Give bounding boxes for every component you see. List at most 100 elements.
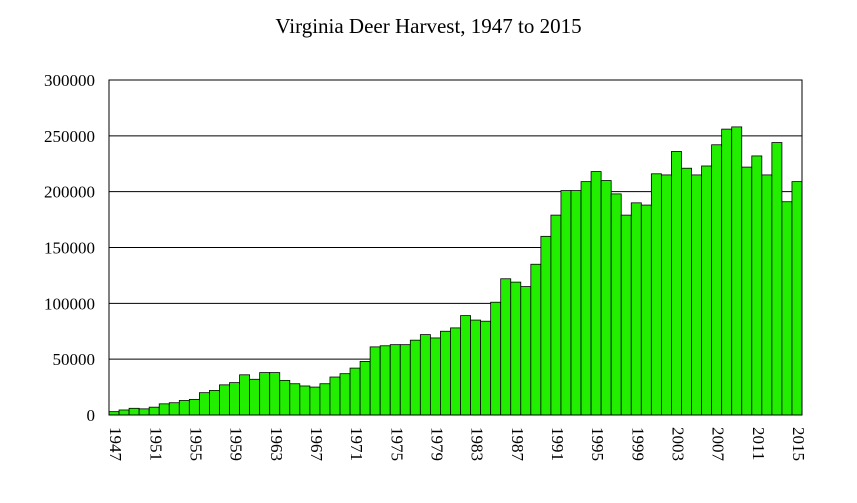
- x-tick-label: 1963: [267, 427, 286, 461]
- bar-1966: [299, 385, 311, 416]
- bar-1971: [349, 367, 361, 416]
- bar-1951: [148, 406, 160, 416]
- chart-title: Virginia Deer Harvest, 1947 to 2015: [275, 14, 582, 38]
- x-tick-label: 2011: [749, 427, 768, 460]
- bar-1953: [168, 402, 180, 416]
- bar-1954: [178, 400, 190, 416]
- x-tick-label: 1971: [347, 427, 366, 461]
- bar-1992: [560, 190, 572, 416]
- x-tick-label: 1979: [428, 427, 447, 461]
- bar-1952: [158, 403, 170, 416]
- bar-1976: [399, 344, 411, 416]
- bar-1948: [118, 409, 130, 416]
- bar-2003: [671, 151, 682, 416]
- bar-1950: [138, 408, 150, 416]
- bar-1964: [279, 379, 291, 416]
- x-tick-label: 1987: [508, 427, 527, 462]
- bar-2007: [711, 144, 723, 416]
- bar-1957: [209, 390, 220, 416]
- bar-1973: [369, 346, 381, 416]
- bar-2010: [741, 166, 753, 416]
- bar-1947: [108, 411, 120, 416]
- bar-1977: [409, 339, 421, 416]
- bar-1965: [289, 383, 301, 416]
- x-tick-label: 1995: [588, 427, 607, 461]
- bar-2000: [640, 204, 652, 416]
- y-tick-label: 100000: [44, 294, 95, 313]
- bar-1974: [379, 345, 391, 416]
- x-tick-label: 1959: [227, 427, 246, 461]
- x-tick-label: 1991: [548, 427, 567, 461]
- plot-area-border: [108, 79, 803, 416]
- bar-1963: [269, 372, 281, 416]
- x-tick-label: 1967: [307, 427, 326, 462]
- bar-1998: [620, 214, 632, 416]
- y-tick-label: 200000: [44, 183, 95, 202]
- bar-1958: [219, 384, 230, 416]
- bar-2006: [701, 165, 713, 416]
- bar-1968: [319, 383, 331, 416]
- bar-2015: [791, 181, 803, 416]
- x-tick-label: 2007: [709, 427, 728, 462]
- bar-1991: [550, 214, 562, 416]
- bar-1959: [229, 382, 240, 416]
- x-tick-label: 2003: [669, 427, 688, 461]
- bar-1956: [198, 392, 210, 416]
- bar-1989: [530, 263, 542, 416]
- y-tick-label: 50000: [53, 350, 96, 369]
- x-tick-label: 2015: [789, 427, 808, 461]
- bar-2004: [681, 167, 692, 416]
- bar-2013: [771, 142, 783, 416]
- bar-1996: [600, 180, 612, 416]
- bar-1979: [429, 337, 441, 416]
- bar-2009: [731, 126, 743, 416]
- x-tick-label: 1951: [146, 427, 165, 461]
- bar-2002: [660, 174, 672, 416]
- bar-1982: [460, 315, 471, 416]
- bar-1955: [188, 398, 200, 416]
- bar-1961: [249, 378, 261, 416]
- bar-1985: [490, 301, 502, 416]
- x-tick-label: 1983: [468, 427, 487, 461]
- y-tick-label: 300000: [44, 71, 95, 90]
- bar-1997: [610, 193, 622, 416]
- bar-2008: [721, 128, 733, 416]
- bar-1967: [309, 386, 321, 416]
- bar-1999: [630, 202, 642, 416]
- bar-2011: [751, 155, 763, 416]
- bar-1975: [389, 344, 401, 416]
- bar-1986: [500, 278, 512, 416]
- bar-1949: [128, 407, 140, 416]
- bar-1960: [239, 374, 251, 416]
- x-tick-label: 1947: [106, 427, 125, 462]
- bar-2014: [781, 201, 793, 416]
- bar-1988: [520, 286, 532, 416]
- y-tick-label: 0: [87, 406, 96, 425]
- bar-2012: [761, 174, 773, 416]
- bar-1972: [359, 360, 371, 416]
- bar-1980: [440, 330, 451, 416]
- bar-1978: [419, 334, 431, 416]
- bar-1987: [510, 281, 522, 416]
- bars-group: [108, 126, 803, 416]
- bar-2001: [650, 173, 662, 416]
- bar-1983: [470, 319, 482, 416]
- bar-1969: [329, 376, 341, 416]
- bar-1970: [339, 373, 351, 416]
- x-tick-label: 1975: [387, 427, 406, 461]
- x-tick-label: 1999: [628, 427, 647, 461]
- y-tick-label: 150000: [44, 239, 95, 258]
- bar-2005: [691, 174, 702, 416]
- bar-1993: [570, 190, 582, 416]
- x-axis-ticks: 1947 1951 1955 1959 1963 1967 1971 1975 1979 1983…: [106, 427, 808, 462]
- y-tick-label: 250000: [44, 127, 95, 146]
- x-tick-label: 1955: [186, 427, 205, 461]
- bar-1990: [540, 235, 552, 416]
- bar-1962: [259, 372, 271, 416]
- bar-1984: [480, 320, 492, 416]
- bar-1995: [590, 171, 602, 416]
- bar-1994: [580, 181, 592, 416]
- bar-1981: [450, 327, 461, 416]
- y-axis-ticks: 0 50000 100000 150000 200000 250000 300000: [44, 71, 95, 425]
